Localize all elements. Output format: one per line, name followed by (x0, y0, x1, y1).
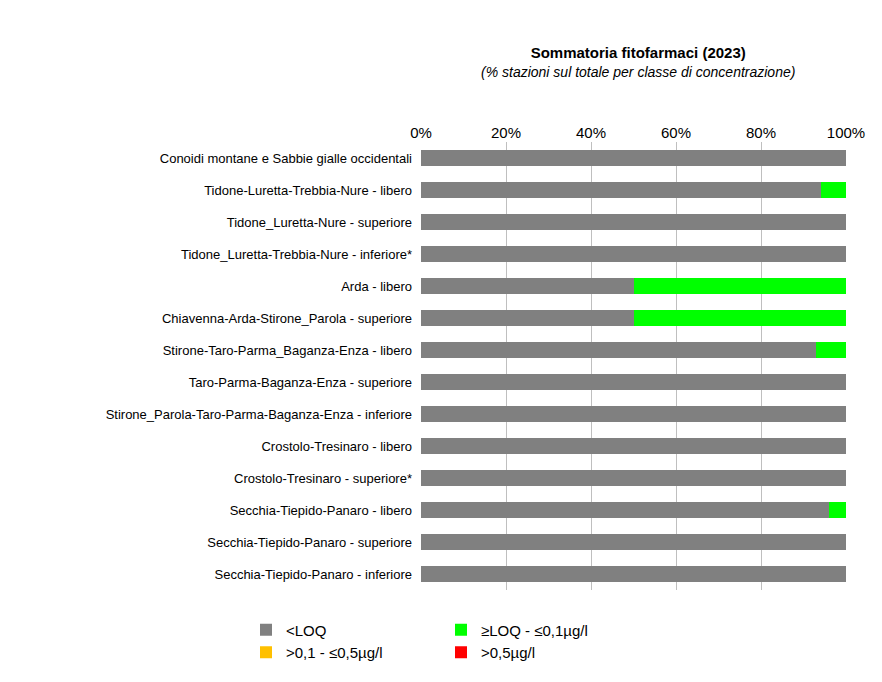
svg-text:Sommatoria fitofarmaci (2023)(: Sommatoria fitofarmaci (2023)(% stazioni… (481, 44, 795, 81)
svg-text:Stirone-Taro-Parma_Baganza-Enz: Stirone-Taro-Parma_Baganza-Enza - libero (163, 343, 412, 358)
svg-text:Secchia-Tiepido-Panaro - liber: Secchia-Tiepido-Panaro - libero (230, 503, 412, 518)
svg-text:Tidone-Luretta-Trebbia-Nure -: Tidone-Luretta-Trebbia-Nure - libero (204, 183, 412, 198)
svg-text:Tidone_Luretta-Trebbia-Nure -: Tidone_Luretta-Trebbia-Nure - inferiore* (181, 247, 412, 262)
svg-text:40%: 40% (576, 124, 606, 141)
svg-text:Secchia-Tiepido-Panaro - super: Secchia-Tiepido-Panaro - superiore (207, 535, 412, 550)
svg-text:Taro-Parma-Baganza-Enza - supe: Taro-Parma-Baganza-Enza - superiore (189, 375, 412, 390)
svg-text:Chiavenna-Arda-Stirone_Parola: Chiavenna-Arda-Stirone_Parola - superior… (162, 311, 412, 326)
svg-text:Conoidi montane e Sabbie giall: Conoidi montane e Sabbie gialle occident… (160, 151, 412, 166)
svg-text:Secchia-Tiepido-Panaro - infer: Secchia-Tiepido-Panaro - inferiore (214, 567, 412, 582)
svg-text:Crostolo-Tresinaro - superiore: Crostolo-Tresinaro - superiore* (234, 471, 412, 486)
svg-text:Crostolo-Tresinaro - libero: Crostolo-Tresinaro - libero (261, 439, 412, 454)
svg-text:<LOQ: <LOQ (286, 622, 326, 639)
svg-text:100%: 100% (827, 124, 865, 141)
svg-text:20%: 20% (491, 124, 521, 141)
svg-text:>0,1 - ≤0,5µg/l: >0,1 - ≤0,5µg/l (286, 644, 383, 661)
svg-text:60%: 60% (661, 124, 691, 141)
svg-text:80%: 80% (746, 124, 776, 141)
svg-text:≥LOQ - ≤0,1µg/l: ≥LOQ - ≤0,1µg/l (481, 622, 588, 639)
svg-text:0%: 0% (410, 124, 432, 141)
svg-text:Arda - libero: Arda - libero (341, 279, 412, 294)
svg-text:Stirone_Parola-Taro-Parma-Baga: Stirone_Parola-Taro-Parma-Baganza-Enza -… (106, 407, 412, 422)
svg-text:>0,5µg/l: >0,5µg/l (481, 644, 535, 661)
svg-text:Tidone_Luretta-Nure - superior: Tidone_Luretta-Nure - superiore (227, 215, 412, 230)
